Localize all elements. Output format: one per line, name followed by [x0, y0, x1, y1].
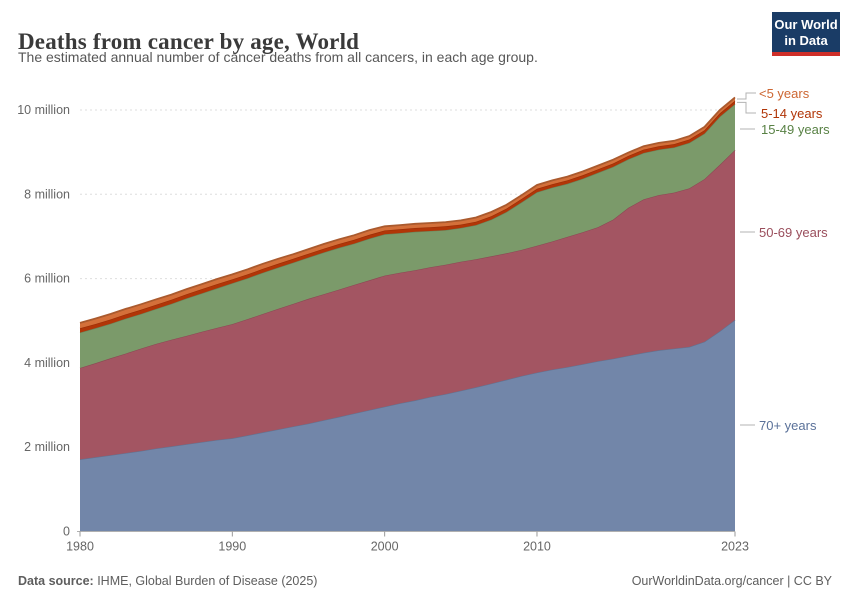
area-y5069[interactable] — [80, 150, 735, 460]
owid-logo-line1: Our World — [774, 17, 838, 32]
data-source-label: Data source: — [18, 574, 94, 588]
owid-logo[interactable]: Our World in Data — [772, 12, 840, 56]
chart-subtitle: The estimated annual number of cancer de… — [18, 49, 538, 65]
data-source-value: IHME, Global Burden of Disease (2025) — [93, 574, 318, 588]
area-y1549[interactable] — [80, 104, 735, 368]
y-axis-label-5: 10 million — [17, 103, 70, 117]
y-axis-label-4: 8 million — [24, 187, 70, 201]
edge-under5 — [79, 96, 736, 324]
legend-item-70-plus[interactable]: 70+ years — [759, 418, 817, 433]
y-axis-label-2: 4 million — [24, 356, 70, 370]
y-axis-label-1: 2 million — [24, 440, 70, 454]
owid-credit-link[interactable]: OurWorldinData.org/cancer | CC BY — [631, 574, 832, 588]
area-y514[interactable] — [80, 100, 735, 333]
x-axis-label-4: 2023 — [721, 540, 749, 554]
chart-footer: Data source: IHME, Global Burden of Dise… — [18, 574, 832, 588]
x-axis-label-3: 2010 — [523, 540, 551, 554]
legend-item-15-49[interactable]: 15-49 years — [761, 122, 830, 137]
data-source-text: Data source: IHME, Global Burden of Dise… — [18, 574, 317, 588]
x-axis-label-2: 2000 — [371, 540, 399, 554]
stacked-area-chart[interactable]: 0 2 million 4 million 6 million 8 million 10 … — [0, 0, 850, 560]
legend-connector-under5 — [737, 92, 756, 100]
y-axis-label-3: 6 million — [24, 272, 70, 286]
area-under5[interactable] — [80, 97, 735, 329]
legend-item-under-5[interactable]: <5 years — [759, 86, 810, 101]
area-over70[interactable] — [80, 319, 735, 532]
legend-connector-y514 — [737, 101, 756, 114]
legend-item-50-69[interactable]: 50-69 years — [759, 225, 828, 240]
legend-item-5-14[interactable]: 5-14 years — [761, 106, 823, 121]
x-axis-label-0: 1980 — [66, 540, 94, 554]
page-title: Deaths from cancer by age, World — [18, 29, 360, 55]
x-axis-label-1: 1990 — [218, 540, 246, 554]
y-axis-label-0: 0 — [63, 525, 70, 539]
owid-logo-line2: in Data — [784, 33, 828, 48]
